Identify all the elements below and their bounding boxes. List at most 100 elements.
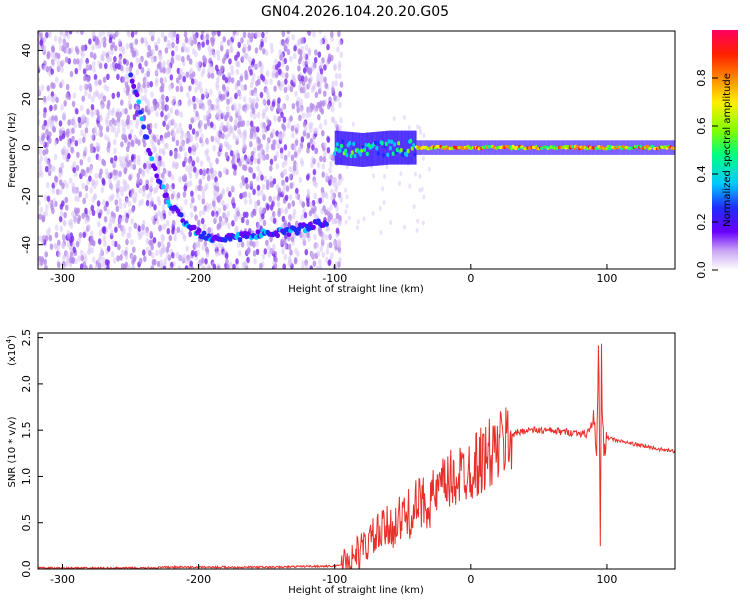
spectrogram-noise-cell [256, 222, 261, 229]
spectrogram-noise-cell [60, 79, 65, 86]
spectrogram-noise-cell [138, 200, 142, 207]
spectrogram-noise-cell [231, 158, 235, 166]
spectrogram-noise-cell [287, 151, 291, 158]
spectrogram-noise-cell [306, 58, 310, 65]
spectrogram-noise-cell [46, 95, 51, 102]
spectrogram-noise-cell [92, 256, 96, 263]
spectrogram-noise-cell [204, 258, 208, 265]
spectrogram-noise-cell [82, 115, 87, 122]
snr-x-tick-label: -300 [50, 573, 75, 586]
spectrogram-noise-cell [255, 248, 260, 256]
spectrogram-noise-cell [339, 81, 344, 88]
spectrogram-noise-cell [134, 191, 138, 199]
spectrogram-noise-cell [66, 137, 71, 145]
spectrogram-noise-cell [256, 190, 261, 197]
spectrogram-noise-cell [286, 48, 291, 56]
spectrogram-noise-cell [297, 38, 301, 45]
spectrogram-noise-cell [233, 169, 237, 176]
spectrogram-noise-cell [220, 121, 224, 129]
spectrogram-noise-cell [304, 75, 308, 83]
spectrogram-noise-cell [98, 229, 103, 236]
spectrogram-noise-cell [71, 241, 76, 249]
spectrogram-noise-cell [232, 31, 237, 36]
spectrogram-noise-cell [294, 247, 298, 255]
spectrogram-noise-cell [334, 217, 338, 225]
spectrogram-track-cell [311, 224, 316, 230]
spectrogram-noise-cell [116, 121, 121, 128]
spectrogram-noise-cell [303, 52, 307, 60]
spectrogram-noise-cell [344, 209, 348, 215]
spectrogram-noise-cell [189, 67, 194, 75]
spectrogram-noise-cell [78, 137, 82, 144]
spectrogram-noise-cell [241, 55, 245, 62]
spectrogram-noise-cell [269, 204, 274, 211]
spectrogram-noise-cell [262, 193, 266, 200]
spectrogram-noise-cell [64, 196, 69, 204]
spectrogram-noise-cell [312, 31, 316, 38]
spectrogram-noise-cell [62, 41, 67, 48]
spectrogram-noise-cell [105, 125, 110, 133]
spectrogram-noise-cell [351, 121, 355, 127]
spectrogram-noise-cell [245, 219, 250, 226]
spectrogram-noise-cell [121, 230, 125, 237]
spectrogram-noise-cell [190, 190, 194, 197]
spectrogram-noise-cell [371, 210, 375, 216]
spectrogram-band-cell [345, 152, 349, 158]
spectrogram-noise-cell [340, 176, 344, 182]
spectrogram-noise-cell [155, 183, 160, 191]
spectrogram-noise-cell [194, 86, 198, 93]
spectrogram-noise-cell [59, 31, 64, 36]
spectrogram-band-cell [333, 151, 337, 156]
spectrogram-band-cell [335, 142, 339, 147]
spectrogram-band-glow [401, 130, 403, 165]
spectrogram-noise-cell [67, 220, 72, 227]
spectrogram-noise-cell [203, 123, 208, 130]
spectrogram-noise-cell [292, 143, 297, 150]
spectrogram-band-cell [412, 143, 416, 148]
spectrogram-noise-cell [166, 241, 171, 248]
spectrogram-band-cell [380, 141, 384, 146]
spectrogram-noise-cell [93, 108, 98, 116]
spectrogram-noise-cell [164, 132, 168, 139]
spectrogram-noise-cell [195, 110, 199, 118]
spectrogram-noise-cell [124, 216, 129, 224]
spectrogram-noise-cell [57, 261, 61, 268]
spectrogram-band-cell [359, 152, 363, 157]
spectrogram-noise-cell [277, 115, 282, 123]
spectrogram-noise-cell [84, 127, 89, 134]
spectrogram-noise-cell [236, 152, 240, 159]
spectrogram-noise-cell [291, 231, 295, 238]
spectrogram-noise-cell [111, 107, 116, 114]
spectrogram-noise-cell [223, 219, 228, 226]
spectrogram-noise-cell [72, 92, 77, 99]
spectrogram-noise-cell [71, 210, 75, 218]
spectrogram-noise-cell [88, 64, 93, 71]
snr-x-tick-label: 100 [596, 573, 617, 586]
spectrogram-noise-cell [84, 89, 88, 97]
spectrogram-noise-cell [48, 235, 53, 242]
spectrogram-noise-cell [125, 118, 130, 126]
spectrogram-noise-cell [286, 122, 291, 129]
spectrogram-noise-cell [132, 114, 137, 121]
spectrogram-noise-cell [269, 104, 274, 112]
spectrogram-noise-cell [55, 96, 59, 104]
spectrogram-noise-cell [201, 41, 205, 48]
spectrogram-noise-cell [81, 95, 85, 102]
spectrogram-noise-cell [136, 154, 141, 162]
spectrogram-noise-cell [111, 239, 115, 247]
spectrogram-noise-cell [85, 62, 90, 69]
spectrogram-noise-cell [152, 134, 156, 141]
spectrogram-noise-cell [205, 206, 210, 213]
spectrogram-noise-cell [58, 171, 62, 179]
spectrogram-noise-cell [110, 126, 114, 133]
spectrogram-noise-cell [145, 246, 150, 253]
spectrogram-noise-cell [109, 44, 114, 51]
spectrogram-noise-cell [159, 54, 163, 61]
spectrogram-noise-cell [420, 186, 424, 192]
colorbar-ticks: 0.0 0.2 0.4 0.6 0.8 [695, 69, 718, 279]
spectrogram-noise-cell [89, 143, 94, 150]
spectrogram-noise-cell [220, 95, 224, 102]
spectrogram-noise-cell [43, 35, 47, 43]
spectrogram-track-cell [191, 224, 197, 230]
spectrogram-noise-cell [188, 123, 193, 131]
